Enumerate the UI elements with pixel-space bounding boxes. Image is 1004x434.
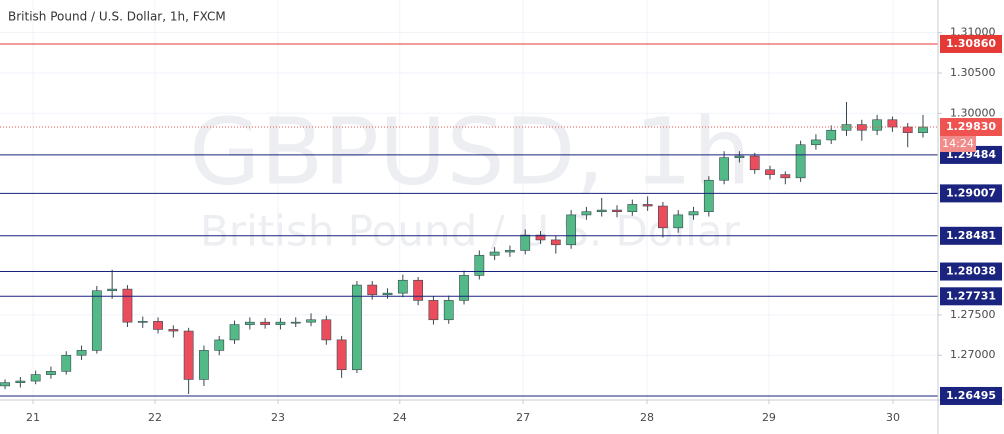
candle-body bbox=[397, 279, 408, 294]
level-label: 1.30860 bbox=[946, 37, 996, 50]
y-tick-label: 1.30500 bbox=[950, 66, 996, 79]
countdown: 14:24 bbox=[942, 137, 974, 150]
candle-body bbox=[596, 209, 607, 212]
countdown-box bbox=[940, 136, 976, 153]
x-tick-label: 28 bbox=[640, 411, 654, 424]
candle-body bbox=[826, 129, 837, 141]
candle-body bbox=[46, 371, 56, 375]
last-price-label: 1.29830 bbox=[946, 120, 996, 133]
candle-body bbox=[76, 350, 87, 356]
level-label-box bbox=[940, 262, 1002, 281]
level-label: 1.28481 bbox=[946, 229, 996, 242]
candle-body bbox=[428, 300, 439, 321]
candle-body bbox=[382, 292, 393, 296]
level-label: 1.26495 bbox=[946, 389, 996, 402]
candle-body bbox=[902, 126, 913, 133]
candle-body bbox=[153, 321, 163, 330]
candle-body bbox=[627, 204, 638, 212]
candle-body bbox=[749, 155, 760, 171]
candle-body bbox=[535, 234, 546, 241]
candle-body bbox=[489, 251, 500, 256]
candle-body bbox=[15, 380, 26, 383]
x-tick-label: 21 bbox=[26, 411, 40, 424]
level-label: 1.29007 bbox=[946, 186, 996, 199]
candle-body bbox=[474, 254, 485, 276]
chart-title: British Pound / U.S. Dollar, 1h, FXCM bbox=[8, 10, 226, 24]
x-tick-label: 24 bbox=[393, 411, 407, 424]
candle-body bbox=[505, 250, 515, 253]
candle-body bbox=[719, 157, 730, 181]
candle-body bbox=[107, 288, 118, 292]
candle-body bbox=[367, 284, 378, 296]
level-label-box bbox=[940, 287, 1002, 306]
level-label-box bbox=[940, 386, 1002, 405]
candle-body bbox=[229, 324, 240, 341]
level-label-box bbox=[940, 34, 1002, 53]
candle-body bbox=[30, 374, 41, 382]
candle-body bbox=[122, 288, 133, 323]
candle-body bbox=[734, 155, 745, 158]
candle-body bbox=[168, 329, 179, 332]
plot bbox=[0, 43, 938, 397]
candle-body bbox=[703, 179, 714, 212]
candle-body bbox=[244, 321, 255, 325]
candle-body bbox=[336, 339, 347, 371]
level-label: 1.27731 bbox=[946, 289, 996, 302]
watermark-description: British Pound / U.S. Dollar bbox=[200, 207, 741, 256]
candle-body bbox=[459, 275, 469, 301]
x-tick-label: 22 bbox=[148, 411, 162, 424]
candle-body bbox=[214, 339, 225, 351]
y-tick-label: 1.27500 bbox=[950, 308, 996, 321]
candle-body bbox=[61, 354, 72, 372]
last-price-box bbox=[940, 118, 1002, 137]
candle-body bbox=[321, 319, 332, 341]
candle-body bbox=[780, 174, 791, 179]
x-tick-label: 30 bbox=[886, 411, 900, 424]
candle-body bbox=[183, 330, 194, 380]
candle-body bbox=[413, 279, 424, 301]
candle-body bbox=[199, 350, 209, 380]
x-tick-label: 23 bbox=[271, 411, 285, 424]
candle-body bbox=[872, 119, 882, 131]
candle-body bbox=[137, 321, 148, 323]
candle-body bbox=[352, 284, 362, 371]
candle-body bbox=[0, 382, 10, 387]
y-tick-label: 1.27000 bbox=[950, 348, 996, 361]
candle-body bbox=[673, 214, 684, 229]
candle-body bbox=[795, 144, 806, 179]
level-label: 1.28038 bbox=[946, 265, 996, 278]
candle-body bbox=[612, 209, 622, 212]
candle-body bbox=[91, 290, 102, 351]
candle-body bbox=[306, 319, 316, 323]
candle-body bbox=[520, 234, 531, 251]
candle-body bbox=[688, 211, 699, 216]
grid bbox=[0, 0, 938, 400]
candle-body bbox=[275, 321, 286, 325]
y-tick-label: 1.30000 bbox=[950, 106, 996, 119]
candle-body bbox=[290, 321, 301, 324]
candle-body bbox=[811, 139, 821, 146]
candle-body bbox=[581, 211, 592, 216]
candle-body bbox=[918, 126, 928, 133]
candle-body bbox=[443, 300, 454, 321]
level-label-box bbox=[940, 226, 1002, 245]
candle-body bbox=[765, 169, 775, 175]
candle-body bbox=[260, 321, 271, 325]
x-tick-label: 27 bbox=[516, 411, 530, 424]
candle-body bbox=[887, 119, 898, 128]
candle-body bbox=[566, 214, 577, 246]
candle-body bbox=[658, 205, 668, 229]
candle-body bbox=[642, 204, 653, 207]
x-tick-label: 29 bbox=[762, 411, 776, 424]
candle-body bbox=[550, 239, 561, 246]
level-label-box bbox=[940, 184, 1002, 203]
watermark-symbol: GBPUSD, 1h bbox=[189, 98, 751, 205]
